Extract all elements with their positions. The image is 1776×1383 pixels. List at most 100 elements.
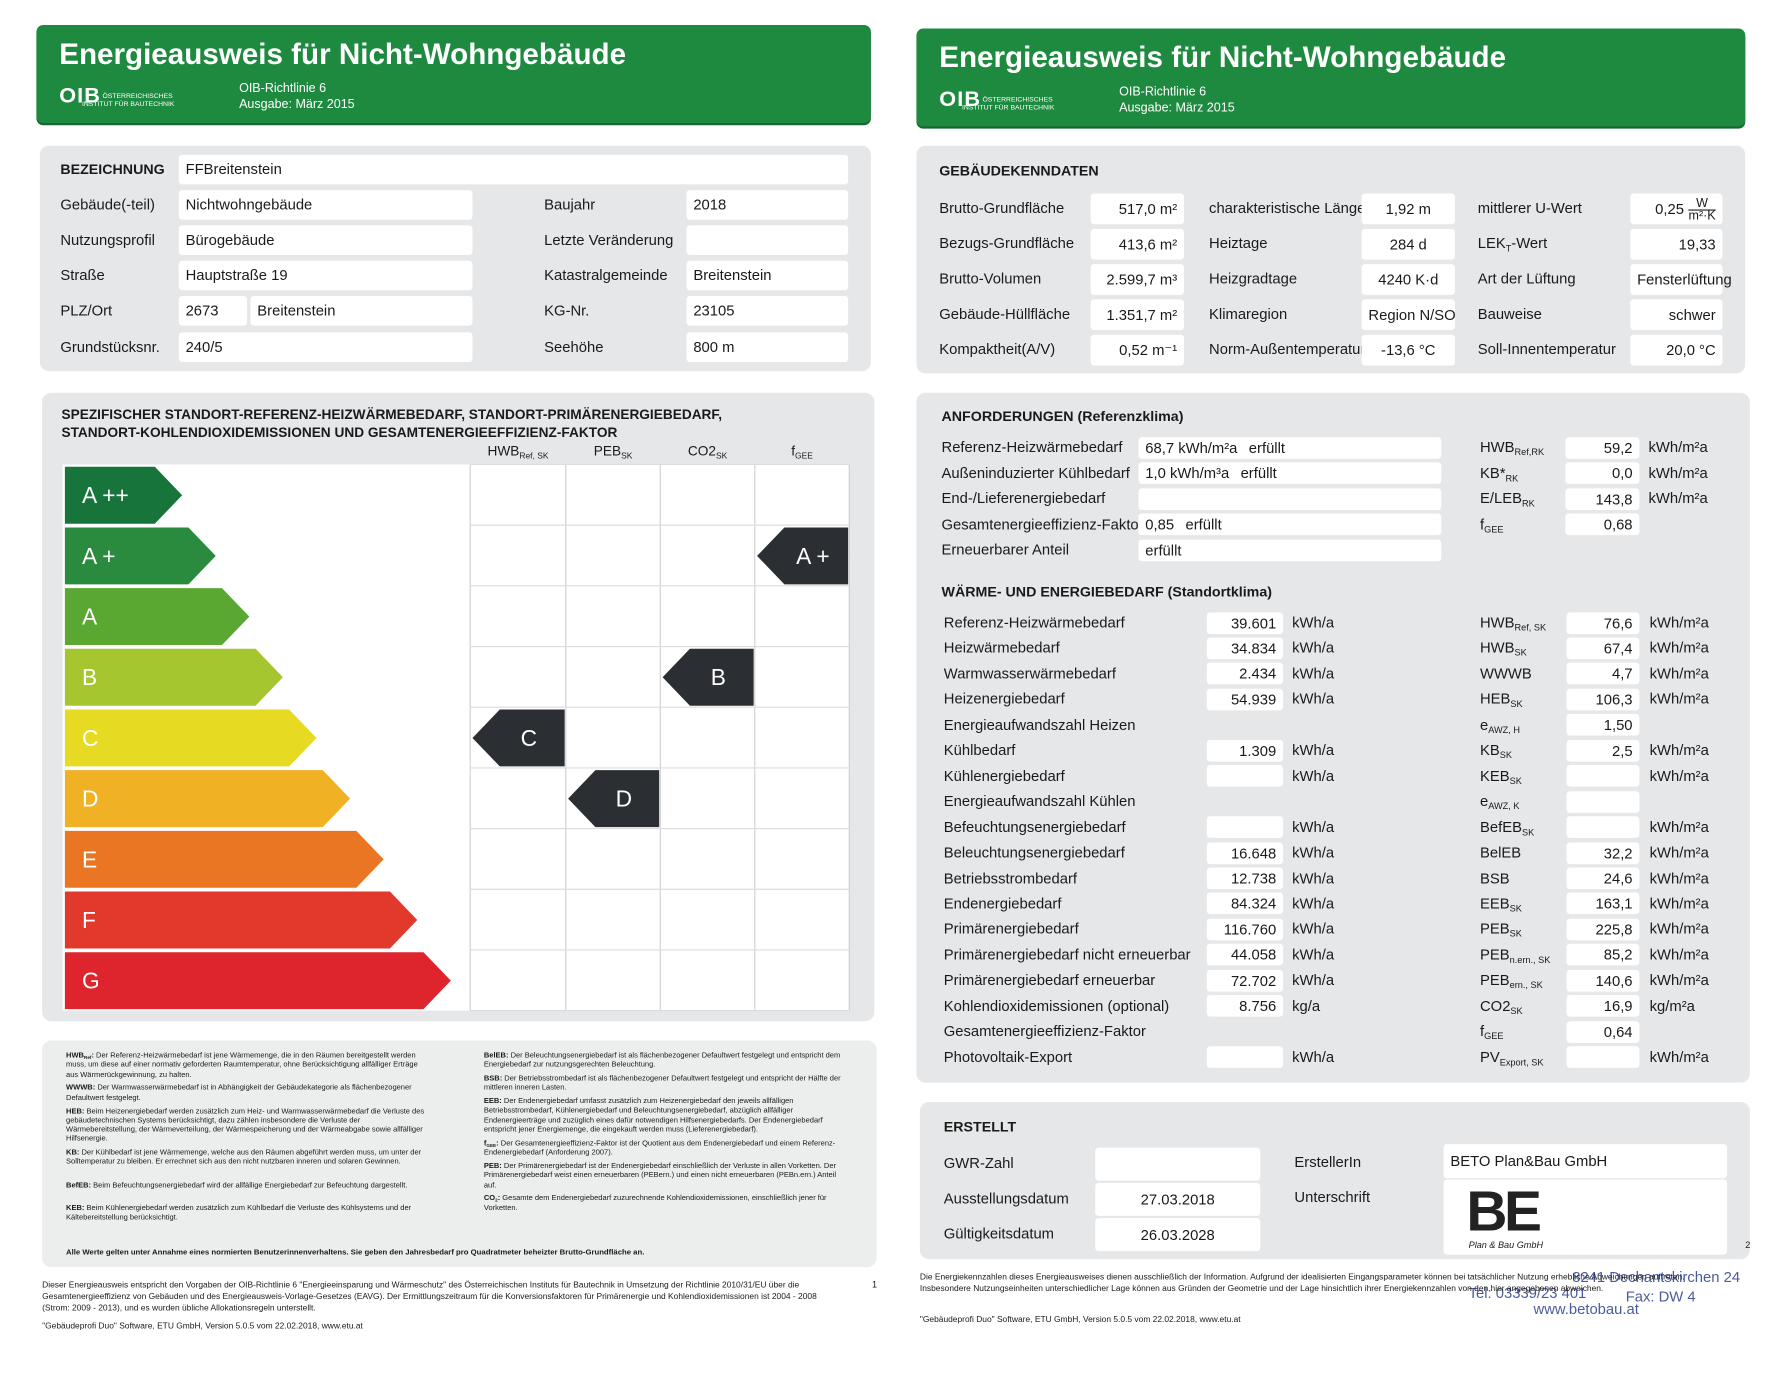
company-logo: BE (1466, 1179, 1542, 1244)
value-box: 163,1 (1566, 893, 1640, 915)
text-part: PEB (1479, 920, 1510, 938)
field-label: End-/Lieferenergiebedarf (941, 489, 1106, 507)
definition: fGEE: Der Gesamtenergieeffizienz-Faktor … (484, 1139, 843, 1158)
value-box: Nichtwohngebäude (178, 190, 473, 220)
unit: kWh/a (1292, 869, 1335, 887)
requirement-value: 68,7 kWh/m²a (1145, 438, 1238, 456)
requirement-value: 1,0 kWh/m³a (1145, 464, 1230, 482)
definition-text: Der Beleuchtungsenergiebedarf ist als fl… (483, 1051, 841, 1070)
subscript: SK (1510, 699, 1523, 710)
unit-numerator: W (1688, 197, 1716, 211)
company-logo-caption: Plan & Bau GmbH (1468, 1239, 1544, 1251)
field-label: PLZ/Ort (60, 301, 113, 319)
symbol: BefEBSK (1480, 817, 1534, 837)
definition-term: BSB: (483, 1074, 503, 1083)
definition-text: Der Betriebsstrombedarf ist als flächenb… (483, 1074, 841, 1093)
field-label: KG-Nr. (544, 301, 590, 319)
value-box: erfüllt (1138, 539, 1442, 561)
text-part: WWWB (1479, 664, 1532, 682)
logo: OIB (59, 84, 102, 109)
section-title: ANFORDERUNGEN (Referenzklima) (941, 408, 1184, 425)
value-box: 67,4 (1566, 637, 1640, 660)
field-label: Heizwärmebedarf (943, 639, 1060, 657)
value-box (1566, 765, 1640, 787)
text-part: -Wert (1511, 234, 1548, 252)
field-label: charakteristische Länge (1209, 199, 1366, 217)
unit: kWh/m²a (1649, 818, 1709, 836)
header-bar (36, 25, 871, 123)
value-box: 72.702 (1206, 969, 1284, 992)
symbol: PEBern., SK (1480, 970, 1543, 990)
definition-text: Der Gesamtenergieeffizienz-Faktor ist de… (483, 1139, 836, 1157)
value-box: 34.834 (1206, 637, 1284, 660)
field-label: Unterschrift (1294, 1188, 1371, 1206)
requirement-value: 0,85 (1145, 515, 1175, 533)
unit: kg/m²a (1649, 997, 1695, 1015)
text-part: PEB (1479, 971, 1510, 989)
value-box: 16.648 (1206, 841, 1284, 864)
subscript: n.ern., SK (1509, 954, 1551, 966)
class-label: C (82, 725, 98, 751)
field-label: Gesamtenergieeffizienz-Faktor (943, 1022, 1146, 1040)
class-arrow (64, 588, 250, 646)
unit: kWh/a (1292, 1048, 1335, 1066)
stamp-text: Fax: DW 4 (1625, 1287, 1696, 1305)
symbol: PEBSK (1480, 919, 1522, 939)
field-label: Norm-Außentemperatur (1209, 340, 1366, 358)
text-part: KB (1479, 741, 1500, 759)
field-label: Soll-Innentemperatur (1477, 340, 1616, 358)
value-box: 1.351,7 m² (1090, 298, 1184, 330)
value-box: -13,6 °C (1361, 334, 1455, 365)
value-box (1138, 487, 1442, 510)
field-label: Kohlendioxidemissionen (optional) (943, 997, 1170, 1015)
definition-text: Der Kühlbedarf ist jene Wärmemenge, welc… (66, 1148, 422, 1167)
class-label: F (82, 907, 96, 933)
subscript: GEE (1484, 524, 1504, 535)
signature-box (1443, 1179, 1728, 1255)
unit: kWh/m²a (1649, 920, 1709, 938)
unit: kWh/a (1292, 920, 1335, 938)
text-part: : (497, 1194, 501, 1203)
field-label: Ausstellungsdatum (943, 1189, 1069, 1207)
definition: PEB: Der Primärenergiebedarf ist der End… (484, 1162, 843, 1190)
value-box: 44.058 (1206, 944, 1284, 966)
text-part: PV (1479, 1048, 1500, 1066)
unit: kWh/m²a (1649, 1048, 1709, 1066)
field-label: Gesamtenergieeffizienz-Faktor (941, 515, 1144, 533)
text-part: LEK (1477, 234, 1506, 252)
symbol: fGEE (1479, 1021, 1503, 1042)
subscript: Ref, SK (1514, 622, 1547, 633)
value-box (1095, 1146, 1261, 1181)
text-part: e (1479, 715, 1489, 733)
symbol: PVExport, SK (1480, 1047, 1544, 1067)
text-part: f (1479, 1022, 1485, 1040)
field-label: mittlerer U-Wert (1477, 199, 1582, 217)
symbol: HEBSK (1480, 689, 1523, 709)
unit: kWh/m²a (1649, 971, 1709, 989)
result-marker (662, 648, 754, 706)
value-box: 0,0 (1565, 462, 1640, 484)
value-box: 0,64 (1566, 1020, 1640, 1043)
value-box: 2.599,7 m³ (1090, 263, 1184, 295)
field-label: Befeuchtungsenergiebedarf (943, 818, 1126, 836)
value-box: Breitenstein (250, 295, 473, 326)
result-marker (472, 709, 565, 767)
class-label: B (82, 664, 97, 690)
value-box: 2673 (178, 295, 248, 326)
subscript: SK (715, 450, 728, 461)
value-box: 0,52 m⁻¹ (1090, 334, 1184, 365)
definition-text: Der Endenergiebedarf umfasst zusätzlich … (483, 1097, 823, 1134)
symbol: KBSK (1480, 740, 1512, 760)
field-label: Katastralgemeinde (544, 266, 668, 284)
field-label: Kompaktheit(A/V) (939, 340, 1056, 358)
field-label: Gebäude(-teil) (60, 195, 155, 213)
field-label: Baujahr (544, 195, 596, 213)
result-marker (757, 527, 849, 585)
unit: kWh/m²a (1649, 613, 1709, 631)
section-title: GEBÄUDEKENNDATEN (939, 162, 1099, 179)
field-label: Außeninduzierter Kühlbedarf (941, 463, 1130, 481)
field-label: ErstellerIn (1294, 1153, 1362, 1171)
section-title: ERSTELLT (943, 1119, 1017, 1136)
field-label: Energieaufwandszahl Heizen (943, 715, 1136, 733)
